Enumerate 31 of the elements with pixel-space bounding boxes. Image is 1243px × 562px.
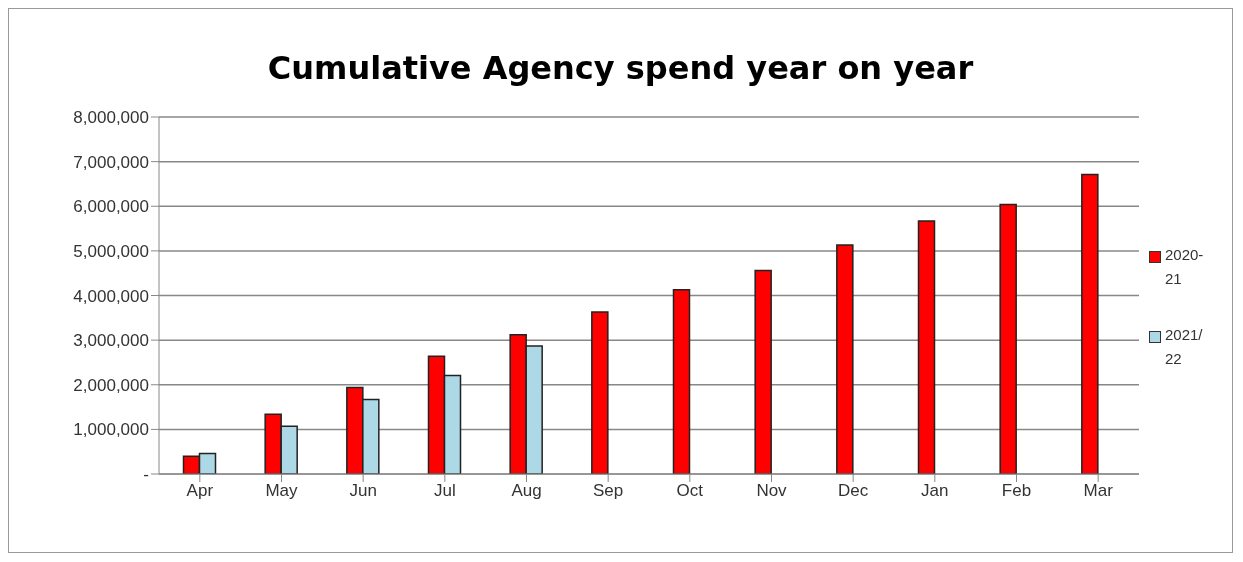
y-tick-label: 2,000,000 [73,375,149,395]
y-tick-label: - [143,465,149,485]
x-tick-label: Dec [838,481,869,501]
y-tick-label: 4,000,000 [73,286,149,306]
bar [672,288,691,474]
bar [836,244,854,474]
x-tick-label: Sep [593,481,624,501]
legend-label: 2021/22 [1165,325,1204,369]
x-tick-label: Aug [511,481,542,501]
x-tick-label: Nov [756,481,788,501]
x-tick-label: May [265,481,299,501]
y-tick-label: 7,000,000 [73,152,149,172]
x-tick-label: Oct [676,481,704,501]
x-tick-label: Feb [1001,481,1032,501]
legend-label: 2020-21 [1165,245,1205,289]
x-tick-label: Jun [349,481,377,501]
x-tick-label: Jan [921,481,949,501]
x-tick-label: Apr [186,481,214,501]
y-tick-label: 1,000,000 [73,420,149,440]
y-tick-label: 3,000,000 [73,331,149,351]
chart-title: Cumulative Agency spend year on year [266,49,975,89]
x-tick-label: Mar [1083,481,1114,501]
y-tick-label: 6,000,000 [73,197,149,217]
y-tick-label: 8,000,000 [73,108,149,128]
bar [591,311,609,474]
bar [917,220,936,474]
bar [999,203,1017,474]
bar [754,269,772,474]
x-tick-label: Jul [433,481,456,501]
bar [1081,173,1099,474]
y-tick-label: 5,000,000 [73,241,149,261]
